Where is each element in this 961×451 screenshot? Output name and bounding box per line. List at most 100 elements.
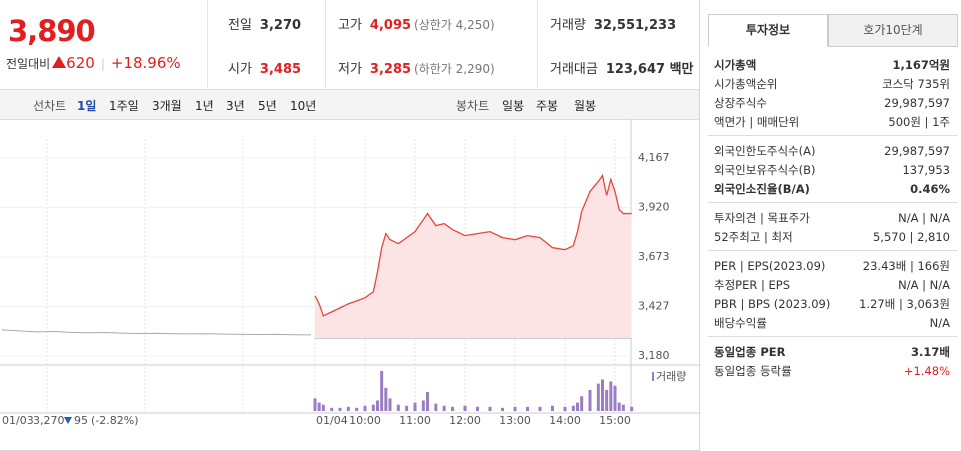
- x-tick-label: 12:00: [449, 414, 481, 427]
- volume-bar: [451, 406, 454, 411]
- y-tick-label: 3,920: [638, 201, 670, 214]
- summary-cell: 시가 3,485: [228, 58, 301, 77]
- volume-bar: [571, 405, 575, 411]
- x-tick-label: 15:00: [599, 414, 631, 427]
- summary-value: 3,285: [369, 62, 412, 77]
- volume-bar: [538, 406, 542, 411]
- volume-bar: [442, 405, 446, 411]
- volume-bar: [596, 383, 600, 411]
- line-chart-label: 선차트: [33, 99, 67, 113]
- info-label: 배당수익률: [714, 316, 767, 330]
- previous-day-line: [1, 329, 312, 336]
- price-change: 전일대비 620 | +18.96%: [6, 54, 181, 72]
- info-row: 동일업종 PER 3.17배: [714, 343, 950, 361]
- summary-value: 123,647 백만: [605, 62, 694, 77]
- summary-note: (상한가 4,250): [414, 18, 495, 32]
- change: 620: [66, 54, 95, 72]
- info-value: 1.27배 | 3,063원: [859, 297, 950, 311]
- summary-cell: 거래대금 123,647 백만: [550, 58, 694, 77]
- summary-value: 4,095: [369, 18, 412, 33]
- volume-bar: [405, 405, 409, 411]
- period-tab[interactable]: 1년: [195, 99, 214, 113]
- current-price: 3,890: [8, 14, 96, 48]
- volume-bar: [317, 402, 321, 411]
- info-tab[interactable]: 투자정보: [708, 14, 828, 47]
- volume-bar: [613, 385, 617, 411]
- volume-bar: [346, 406, 350, 411]
- day-label: 01/04: [316, 414, 348, 427]
- period-tab[interactable]: 5년: [258, 99, 277, 113]
- info-value: 코스닥 735위: [882, 77, 950, 91]
- divider: [207, 0, 208, 88]
- info-value: N/A: [929, 316, 950, 330]
- previous-change-rate: (-2.82%): [91, 414, 139, 427]
- volume-bar: [513, 406, 517, 411]
- previous-change: 95: [74, 414, 88, 427]
- summary-value: 3,270: [259, 18, 302, 33]
- candle-tab[interactable]: 월봉: [574, 99, 597, 113]
- down-arrow: [64, 417, 72, 424]
- summary-cell: 저가 3,285 (하한가 2,290): [338, 58, 495, 77]
- volume-bar: [551, 405, 554, 411]
- info-tab[interactable]: 호가10단계: [828, 14, 958, 47]
- period-tab[interactable]: 3개월: [152, 99, 182, 113]
- volume-bar: [476, 406, 479, 411]
- info-value: 23.43배 | 166원: [862, 259, 950, 273]
- info-label: 외국인한도주식수(A): [714, 144, 816, 158]
- volume-bar: [413, 402, 417, 411]
- info-label: 외국인보유주식수(B): [714, 163, 816, 177]
- volume-bar: [434, 403, 438, 411]
- info-label: 52주최고 | 최저: [714, 230, 793, 244]
- volume-bar: [609, 381, 613, 411]
- candle-tab[interactable]: 주봉: [536, 99, 559, 113]
- candle-chart-label: 봉차트: [456, 99, 490, 113]
- y-tick-label: 3,427: [638, 299, 670, 312]
- info-row: 시가총액순위 코스닥 735위: [714, 75, 950, 93]
- info-label: 동일업종 등락률: [714, 364, 792, 378]
- info-value: 500원 | 1주: [888, 115, 950, 129]
- volume-bar: [488, 406, 492, 411]
- info-row: 52주최고 | 최저 5,570 | 2,810: [714, 228, 950, 246]
- summary-label: 전일: [228, 18, 252, 33]
- volume-bar: [338, 407, 342, 411]
- divider: [708, 250, 958, 251]
- up-arrow: [52, 56, 67, 68]
- volume-bar: [526, 406, 529, 411]
- info-row: 외국인보유주식수(B) 137,953: [714, 161, 950, 179]
- info-label: 시가총액: [714, 58, 757, 72]
- candle-tab[interactable]: 일봉: [502, 99, 525, 113]
- price-line: [314, 173, 632, 317]
- summary-label: 고가: [338, 18, 362, 33]
- info-label: 동일업종 PER: [714, 345, 786, 359]
- summary-label: 거래량: [550, 18, 586, 33]
- summary-label: 시가: [228, 62, 252, 77]
- info-label: 액면가 | 매매단위: [714, 115, 800, 129]
- info-row: 시가총액 1,167억원: [714, 56, 950, 74]
- info-row: 외국인한도주식수(A) 29,987,597: [714, 142, 950, 160]
- summary-value: 32,551,233: [593, 18, 677, 33]
- divider: [708, 202, 958, 203]
- info-value: 0.46%: [910, 182, 950, 196]
- summary-label: 거래대금: [550, 62, 598, 77]
- info-row: 투자의견 | 목표주가 N/A | N/A: [714, 209, 950, 227]
- legend-label: 거래량: [656, 370, 686, 383]
- period-tab[interactable]: 10년: [290, 99, 317, 113]
- summary-value: 3,485: [259, 62, 302, 77]
- change-label: 전일대비: [6, 57, 51, 71]
- period-tab[interactable]: 1일: [77, 99, 97, 113]
- price-area: [315, 175, 632, 338]
- info-row: 동일업종 등락률 +1.48%: [714, 362, 950, 380]
- period-tab[interactable]: 3년: [226, 99, 245, 113]
- volume-bar: [376, 400, 379, 411]
- info-row: 추정PER | EPS N/A | N/A: [714, 276, 950, 294]
- day-label: 01/03: [2, 414, 34, 427]
- summary-cell: 전일 3,270: [228, 14, 301, 33]
- volume-bar: [601, 379, 604, 411]
- period-tab[interactable]: 1주일: [109, 99, 139, 113]
- divider: [537, 0, 538, 88]
- volume-bar: [421, 400, 425, 411]
- info-label: 외국인소진율(B/A): [714, 182, 810, 196]
- summary-cell: 고가 4,095 (상한가 4,250): [338, 14, 495, 33]
- volume-bar: [313, 398, 317, 411]
